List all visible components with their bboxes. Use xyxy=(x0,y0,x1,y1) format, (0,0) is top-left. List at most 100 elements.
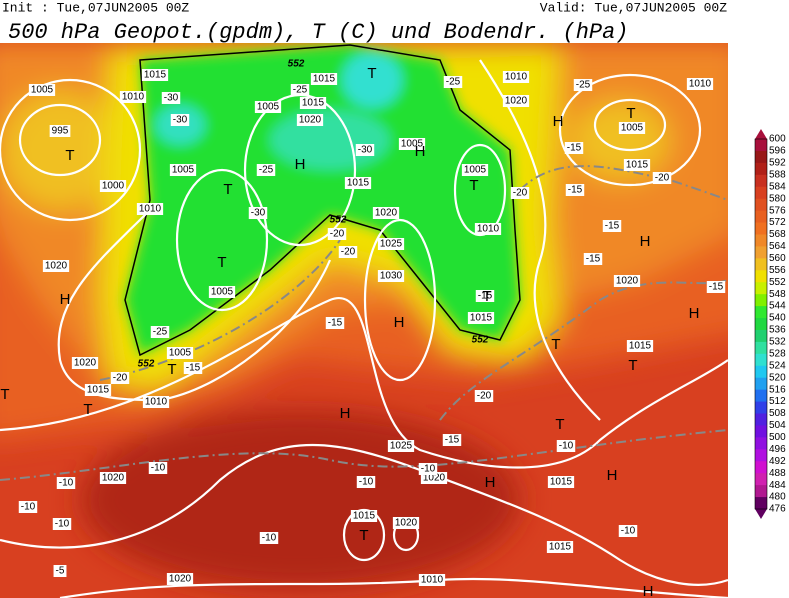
temperature-label-box xyxy=(338,246,358,258)
isobar-line xyxy=(363,218,437,382)
isobar-label-box xyxy=(350,510,378,522)
temperature-label: -15 xyxy=(442,434,462,446)
isobar-label-box xyxy=(142,396,170,408)
colorbar-label: 476 xyxy=(769,504,786,515)
colorbar-label: 528 xyxy=(769,348,786,359)
isobar-label: 1005 xyxy=(461,164,489,176)
isobar-label: 1025 xyxy=(377,238,405,250)
temperature-label-text: -15 xyxy=(186,363,201,374)
colorbar-bin xyxy=(755,377,767,391)
colorbar-label: 488 xyxy=(769,468,786,479)
colorbar-bin xyxy=(755,425,767,438)
isobar-label-box xyxy=(310,73,338,85)
colorbar-label: 560 xyxy=(769,253,786,264)
temperature-label: -20 xyxy=(510,187,530,199)
isobar-label-box xyxy=(546,541,574,553)
isobar-label: 1005 xyxy=(254,101,282,113)
colorbar-label: 516 xyxy=(769,384,786,395)
pressure-center: T xyxy=(0,386,9,403)
temperature-label: -30 xyxy=(248,207,268,219)
isobar-label-text: 1010 xyxy=(421,575,444,586)
temperature-label: -25 xyxy=(443,76,463,88)
isobar-label-text: 1010 xyxy=(477,224,500,235)
temperature-label-box xyxy=(618,525,638,537)
isobar-label: 1010 xyxy=(136,203,164,215)
temperature-label-box xyxy=(18,501,38,513)
isobar-label: 1010 xyxy=(502,71,530,83)
isobar-label-text: 995 xyxy=(52,126,69,137)
colorbar-bin xyxy=(755,174,767,188)
colorbar-label: 600 xyxy=(769,134,786,145)
isobar-label-text: 1020 xyxy=(102,473,125,484)
height-label: 552 xyxy=(138,359,155,370)
temperature-label-box xyxy=(259,532,279,544)
isobar-label-box xyxy=(392,517,420,529)
colorbar-label: 512 xyxy=(769,396,786,407)
isobar-label-text: 1005 xyxy=(401,139,424,150)
temperature-label-box xyxy=(602,220,622,232)
isobar-label-box xyxy=(99,180,127,192)
height-label: 552 xyxy=(330,215,347,226)
isotherms xyxy=(0,165,728,481)
isobar-label-box xyxy=(166,347,194,359)
temperature-label-box xyxy=(573,79,593,91)
isobar-label-box xyxy=(377,270,405,282)
isobar-label-box xyxy=(169,164,197,176)
temperature-label-box xyxy=(183,362,203,374)
isobar-label: 1015 xyxy=(141,69,169,81)
temperature-label: -15 xyxy=(583,253,603,265)
isobar-label-text: 1005 xyxy=(31,85,54,96)
temperature-label-text: -5 xyxy=(56,566,65,577)
isobar-label-box xyxy=(398,138,426,150)
colorbar-bin xyxy=(755,234,767,247)
temperature-label-text: -20 xyxy=(477,391,492,402)
pressure-center: T xyxy=(167,361,176,378)
isobar-label-box xyxy=(418,574,446,586)
temperature-label: -30 xyxy=(170,114,190,126)
isobar-line xyxy=(593,98,667,152)
colorbar-label: 588 xyxy=(769,169,786,180)
temperature-label-box xyxy=(56,477,76,489)
pressure-center: H xyxy=(643,583,654,598)
isobar-label: 1020 xyxy=(372,207,400,219)
isobar-label-text: 1020 xyxy=(74,358,97,369)
colorbar-label: 500 xyxy=(769,432,786,443)
isobar-label-text: 1015 xyxy=(626,160,649,171)
temperature-label-box xyxy=(161,92,181,104)
temperature-label-box xyxy=(474,390,494,402)
colorbar-label: 540 xyxy=(769,313,786,324)
temperature-label-text: -15 xyxy=(605,221,620,232)
isobar-label-box xyxy=(372,207,400,219)
isobar-label-text: 1005 xyxy=(169,348,192,359)
colorbar-label: 492 xyxy=(769,456,786,467)
temperature-label-box xyxy=(110,372,130,384)
temperature-label-text: -15 xyxy=(478,291,493,302)
isobar-label-box xyxy=(254,101,282,113)
map-area: 1015 1005 1010 995 1000 1010 1020 1005 1005 1015 1… xyxy=(0,43,728,598)
isobar-label: 1025 xyxy=(387,440,415,452)
height-contour xyxy=(124,44,521,357)
isobar-label-text: 1015 xyxy=(470,313,493,324)
temperature-label: -10 xyxy=(556,440,576,452)
isobar-label-text: 1030 xyxy=(380,271,403,282)
pressure-center: T xyxy=(555,416,564,433)
isobar-label-box xyxy=(49,125,71,137)
isobar-label: 1010 xyxy=(686,78,714,90)
isobar-label-box xyxy=(502,95,530,107)
isotherm-line xyxy=(439,279,728,421)
isobar-label-text: 1020 xyxy=(423,473,446,484)
yellow-spot xyxy=(570,100,670,180)
isobar-label: 1015 xyxy=(626,340,654,352)
temperature-label: -10 xyxy=(418,463,438,475)
isobar-label-box xyxy=(613,275,641,287)
isobar-label-text: 1020 xyxy=(45,261,68,272)
pressure-center: H xyxy=(394,314,405,331)
isobar-label: 1015 xyxy=(84,384,112,396)
colorbar-label: 580 xyxy=(769,193,786,204)
isotherm-line xyxy=(519,165,728,201)
temperature-label-box xyxy=(565,184,585,196)
temperature-label-text: -20 xyxy=(113,373,128,384)
colorbar-bin xyxy=(755,365,767,379)
temperature-label-box xyxy=(442,434,462,446)
isobar-line xyxy=(0,296,728,469)
